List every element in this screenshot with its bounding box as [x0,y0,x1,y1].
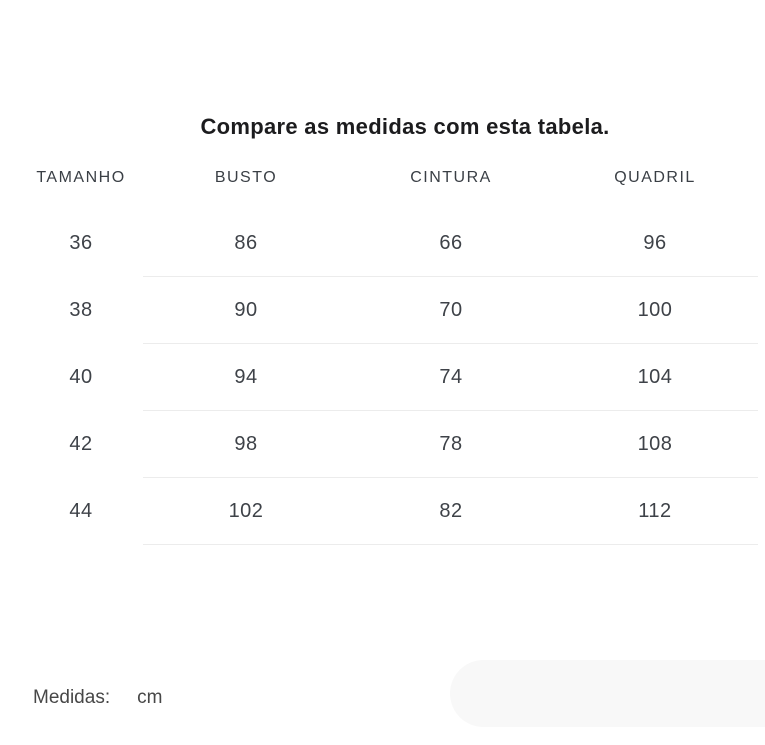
table-cell: 112 [638,499,672,522]
table-cell: 104 [637,365,673,388]
table-cell: 98 [234,432,258,455]
column-header-quadril: QUADRIL [614,169,696,186]
table-cell: 96 [643,231,667,254]
table-cell: 102 [228,499,264,522]
column-header-busto: BUSTO [214,169,278,186]
row-divider [143,343,758,344]
table-row: 40 94 74 104 [28,344,765,410]
row-divider [143,477,758,478]
measure-unit: cm [137,687,163,708]
table-row: 42 98 78 108 [28,411,765,477]
table-cell: 74 [439,365,463,388]
table-cell: 82 [439,499,463,522]
background-pill-shape [450,660,765,727]
table-cell: 100 [637,298,673,321]
row-divider [143,410,758,411]
table-cell: 42 [69,432,93,455]
table-body: 36 86 66 96 38 90 70 100 40 94 74 104 42 98 78 108 44 102… [28,210,765,545]
measure-unit-note: Medidas: cm [33,687,162,709]
size-table: TAMANHO BUSTO CINTURA QUADRIL 36 86 66 96 38… [28,160,765,545]
table-cell: 38 [69,298,93,321]
table-row: 44 102 82 112 [28,478,765,544]
column-header-cintura: CINTURA [410,169,492,186]
table-row: 36 86 66 96 [28,210,765,276]
table-cell: 94 [234,365,258,388]
table-row: 38 90 70 100 [28,277,765,343]
table-cell: 86 [234,231,258,254]
row-divider [143,276,758,277]
table-cell: 108 [637,432,673,455]
table-cell: 90 [234,298,258,321]
column-header-tamanho: TAMANHO [36,169,126,186]
page-title: Compare as medidas com esta tabela. [200,114,610,139]
table-cell: 66 [439,231,463,254]
table-header-row: TAMANHO BUSTO CINTURA QUADRIL [28,160,765,196]
table-cell: 78 [439,432,463,455]
table-cell: 70 [439,298,463,321]
table-cell: 36 [69,231,93,254]
table-cell: 40 [69,365,93,388]
table-cell: 44 [69,499,93,522]
row-divider [143,544,758,545]
measure-label: Medidas: [33,687,111,708]
